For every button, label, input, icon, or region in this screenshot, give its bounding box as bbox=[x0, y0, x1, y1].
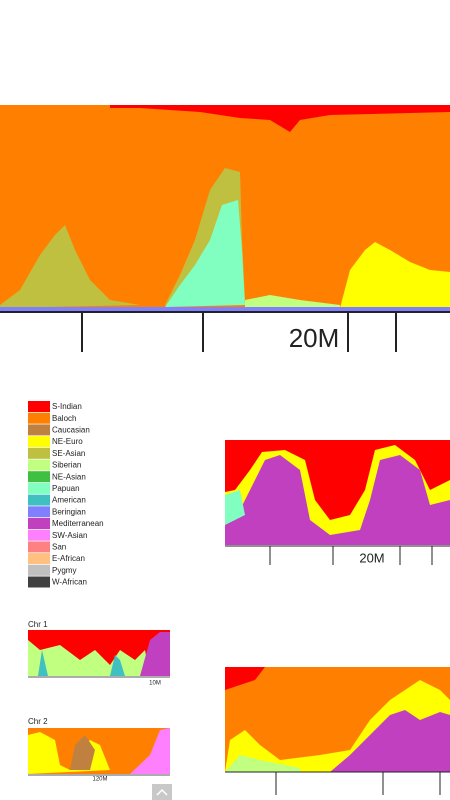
legend-label: NE-Asian bbox=[52, 472, 86, 481]
legend-swatch bbox=[28, 529, 50, 541]
legend-label: San bbox=[52, 543, 66, 552]
chart-title: Chr 1 bbox=[28, 620, 48, 629]
area-s-indian bbox=[225, 440, 450, 520]
tick-label: 10M bbox=[149, 681, 161, 687]
area-mediterranean bbox=[140, 632, 170, 676]
legend-swatch bbox=[28, 506, 50, 518]
area-s-indian bbox=[225, 667, 265, 690]
tick-label: 20M bbox=[289, 323, 340, 353]
legend-label: SE-Asian bbox=[52, 449, 85, 458]
legend-label: American bbox=[52, 496, 86, 505]
area-siberian bbox=[225, 755, 300, 772]
area-siberian bbox=[245, 295, 340, 310]
legend-label: Papuan bbox=[52, 484, 80, 493]
legend-swatch bbox=[28, 541, 50, 553]
legend-swatch bbox=[28, 576, 50, 588]
legend-swatch bbox=[28, 494, 50, 506]
tick-label: 120M bbox=[92, 777, 107, 783]
legend-label: SW-Asian bbox=[52, 531, 87, 540]
area-american bbox=[110, 655, 125, 676]
legend-label: W-African bbox=[52, 578, 87, 587]
area-ne-euro bbox=[340, 242, 450, 310]
legend-swatch bbox=[28, 447, 50, 459]
area-papuan bbox=[225, 490, 245, 525]
legend-label: Caucasian bbox=[52, 426, 90, 435]
area-papuan bbox=[165, 200, 245, 307]
area-se-asian bbox=[0, 225, 140, 308]
legend: S-Indian Baloch Caucasian NE-Euro SE-Asian Si… bbox=[28, 401, 104, 588]
legend-label: Siberian bbox=[52, 461, 81, 470]
legend-label: E-African bbox=[52, 554, 85, 563]
button-bg[interactable] bbox=[152, 784, 172, 800]
legend-label: S-Indian bbox=[52, 402, 82, 411]
area-s-indian bbox=[28, 630, 170, 676]
chart-title: Chr 2 bbox=[28, 717, 48, 726]
legend-label: Beringian bbox=[52, 507, 86, 516]
legend-label: Pygmy bbox=[52, 566, 76, 575]
tick-label: 20M bbox=[359, 550, 384, 565]
legend-label: NE-Euro bbox=[52, 437, 83, 446]
chr2-chart: Chr 2 120M bbox=[28, 717, 170, 783]
button-icon bbox=[156, 788, 168, 796]
area-american-2 bbox=[38, 650, 48, 676]
legend-swatch bbox=[28, 459, 50, 471]
legend-swatch bbox=[28, 482, 50, 494]
legend-swatch bbox=[28, 424, 50, 436]
legend-swatch bbox=[28, 553, 50, 565]
legend-label: Baloch bbox=[52, 414, 76, 423]
right-bottom-chart bbox=[225, 667, 450, 795]
legend-swatch bbox=[28, 412, 50, 424]
area-s-indian bbox=[110, 105, 450, 132]
legend-swatch bbox=[28, 401, 50, 412]
area-mediterranean bbox=[330, 710, 450, 772]
area-sw-asian bbox=[130, 728, 170, 774]
legend-label: Mediterranean bbox=[52, 519, 104, 528]
chr1-chart: Chr 1 10M bbox=[28, 620, 170, 687]
legend-swatch bbox=[28, 471, 50, 483]
legend-swatch bbox=[28, 436, 50, 448]
scroll-top-button[interactable] bbox=[152, 784, 172, 800]
legend-swatch bbox=[28, 518, 50, 529]
main-chart: 20M bbox=[0, 105, 450, 353]
right-top-chart: 20M bbox=[225, 440, 450, 565]
legend-swatch bbox=[28, 564, 50, 576]
area-beringian bbox=[0, 307, 450, 311]
area-caucasian bbox=[70, 735, 95, 770]
